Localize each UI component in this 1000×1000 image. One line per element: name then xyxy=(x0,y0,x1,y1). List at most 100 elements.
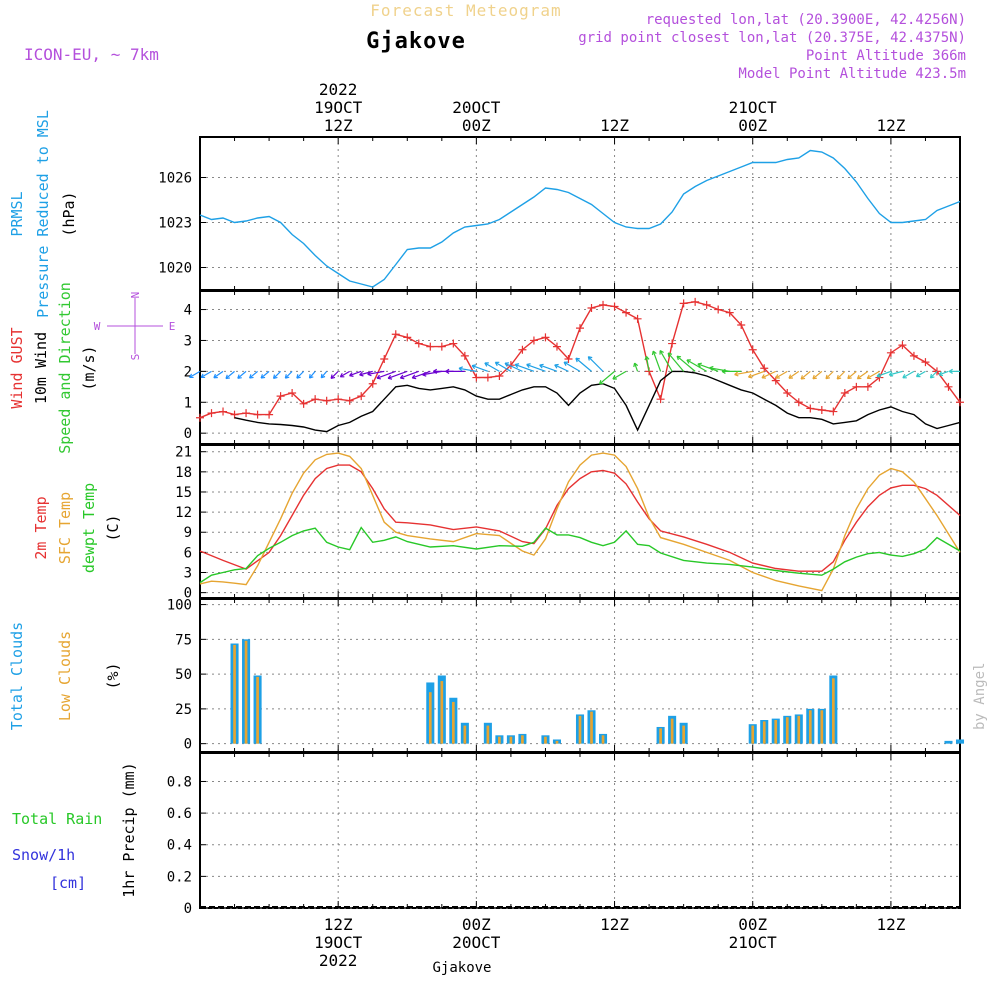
compass-east: E xyxy=(169,320,176,333)
y-tick-label: 0 xyxy=(184,901,192,917)
low-cloud-bar xyxy=(601,735,605,744)
y-tick-label: 75 xyxy=(175,632,192,648)
gust-point xyxy=(449,339,458,348)
gust-point xyxy=(391,330,400,339)
gust-point xyxy=(230,410,239,419)
gust-point xyxy=(288,389,297,397)
low-cloud-bar xyxy=(521,735,524,744)
y-tick-label: 4 xyxy=(184,303,192,319)
gust-point xyxy=(196,413,204,422)
low-cloud-bar xyxy=(509,736,513,744)
gust-point xyxy=(668,339,677,348)
panel-temperature: 0 3 6 9 12 15 18 21 2m Temp SFC Temp dewpt Temp (C) xyxy=(32,444,961,602)
gust-point xyxy=(552,342,561,351)
ylabel-line: Speed and Direction xyxy=(56,282,74,454)
gust-point xyxy=(944,382,953,391)
wind-arrow xyxy=(697,362,719,372)
gust-point xyxy=(345,396,354,405)
y-tick-label: 0.6 xyxy=(167,806,192,822)
gust-point xyxy=(242,409,251,418)
ylabel-line: Low Clouds xyxy=(56,631,74,721)
wind-arrow xyxy=(514,363,535,372)
wind-arrow xyxy=(367,370,385,377)
gust-point xyxy=(875,373,884,382)
ylabel-line: (m/s) xyxy=(80,345,98,390)
gust-point xyxy=(541,333,550,342)
gust-point xyxy=(725,308,734,317)
gust-point xyxy=(564,355,573,363)
y-tick-label: 21 xyxy=(175,445,192,461)
y-tick-label: 9 xyxy=(184,525,192,541)
gust-point xyxy=(529,336,538,345)
gust-point xyxy=(852,382,861,391)
gust-point xyxy=(702,300,711,309)
gust-point xyxy=(656,395,665,404)
top-tick-label: 19OCT xyxy=(314,98,363,117)
low-cloud-bar xyxy=(808,710,812,744)
t2m-line xyxy=(199,464,961,572)
y-tick-label: 0.2 xyxy=(167,869,192,885)
low-cloud-bar xyxy=(659,728,662,744)
wind-speed-line xyxy=(234,370,961,433)
low-cloud-bar xyxy=(797,715,801,744)
gust-point xyxy=(265,410,274,419)
gust-point xyxy=(783,389,792,397)
ylabel-line: 1hr Precip (mm) xyxy=(120,762,138,897)
low-cloud-bar xyxy=(578,715,582,744)
total-cloud-bar xyxy=(955,739,965,744)
gust-point xyxy=(817,406,826,414)
low-cloud-bar xyxy=(544,736,547,744)
wind-arrow xyxy=(836,370,846,380)
wind-arrow xyxy=(929,370,938,379)
low-cloud-bar xyxy=(498,736,501,744)
top-tick-label: 00Z xyxy=(462,116,491,135)
low-cloud-bar xyxy=(774,720,778,744)
wind-arrow xyxy=(902,370,915,379)
wind-arrow xyxy=(721,368,742,374)
bottom-tick-label: 00Z xyxy=(738,915,767,934)
gust-point xyxy=(219,407,228,416)
bottom-tick-label: 12Z xyxy=(876,915,905,934)
gust-point xyxy=(357,392,366,401)
panel-precip: 0 0.2 0.4 0.6 0.8 Total Rain Snow/1h [cm] 1hr Pr… xyxy=(12,752,961,917)
wind-arrow xyxy=(747,370,765,379)
bottom-tick-label: 12Z xyxy=(600,915,629,934)
y-tick-label: 0.8 xyxy=(167,774,192,790)
low-cloud-bar xyxy=(820,710,824,744)
y-tick-label: 15 xyxy=(175,485,192,501)
y-tick-label: 0.4 xyxy=(167,838,192,854)
wind-arrow xyxy=(563,361,581,372)
low-cloud-bar xyxy=(785,717,789,744)
y-tick-label: 12 xyxy=(175,505,192,521)
y-tick-label: 100 xyxy=(167,598,192,614)
wind-arrow xyxy=(598,370,615,385)
wind-arrow xyxy=(376,370,396,380)
y-tick-label: 1020 xyxy=(158,261,192,277)
compass-west: W xyxy=(94,320,101,333)
ylabel-line: (%) xyxy=(104,662,122,689)
gust-point xyxy=(460,351,469,360)
footer-location: Gjakove xyxy=(432,960,491,976)
top-tick-label: 00Z xyxy=(738,116,767,135)
wind-arrow xyxy=(825,370,834,380)
wind-arrow xyxy=(686,359,707,372)
top-tick-label: 12Z xyxy=(600,116,629,135)
gust-point xyxy=(380,355,389,363)
wind-arrow xyxy=(471,364,489,372)
y-tick-label: 1026 xyxy=(158,171,192,187)
location-title: Gjakove xyxy=(366,29,466,54)
y-tick-label: 2 xyxy=(184,364,192,380)
y-tick-label: 3 xyxy=(184,333,192,349)
wind-arrow xyxy=(213,370,224,379)
gust-point xyxy=(253,410,262,419)
wind-arrow xyxy=(587,356,604,372)
y-tick-label: 50 xyxy=(175,667,192,683)
gust-point xyxy=(633,314,642,323)
gust-point xyxy=(207,409,216,418)
wind-arrow xyxy=(308,370,316,379)
wind-arrow xyxy=(612,370,627,380)
wind-arrow xyxy=(399,370,419,380)
ylabel-line: Pressure Reduced to MSL xyxy=(34,110,52,318)
y-tick-label: 0 xyxy=(184,586,192,602)
